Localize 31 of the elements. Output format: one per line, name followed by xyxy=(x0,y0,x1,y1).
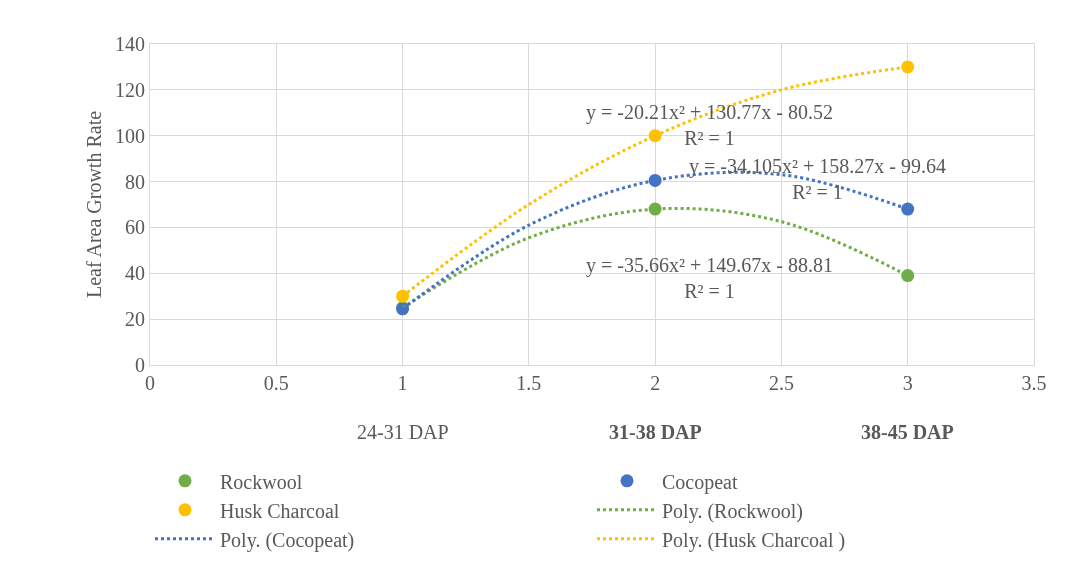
point xyxy=(901,60,915,74)
y-tick-label: 0 xyxy=(135,354,145,376)
y-axis-title: Leaf Area Growth Rate xyxy=(82,110,105,299)
x-tick-label: 0.5 xyxy=(263,372,289,394)
annotation: y = -35.66x² + 149.67x - 88.81 R² = 1 xyxy=(586,254,833,302)
y-tick-label: 20 xyxy=(125,308,145,331)
x-tick-label: 1.5 xyxy=(516,372,542,394)
point xyxy=(396,289,410,303)
y-tick-label: 120 xyxy=(115,78,145,101)
legend-label: Poly. (Rockwool) xyxy=(662,499,803,523)
text: 38-45 DAP xyxy=(861,421,954,443)
x-tick-label: 3.5 xyxy=(1021,372,1047,394)
y-tick-label: 100 xyxy=(115,124,145,147)
y-tick-label: 80 xyxy=(125,170,145,193)
legend-label: Rockwool xyxy=(220,470,303,493)
point xyxy=(901,202,915,216)
y-tick-label: 60 xyxy=(125,216,145,239)
x-tick-label: 1 xyxy=(397,372,408,394)
y-tick-label: 140 xyxy=(115,33,145,55)
x-tick-label: 2 xyxy=(650,372,661,394)
text: 31-38 DAP xyxy=(609,421,702,443)
x-tick-label: 2.5 xyxy=(768,372,794,394)
y-tick-label: 40 xyxy=(125,262,145,285)
x-tick-label: 3 xyxy=(902,372,913,394)
text: 24-31 DAP xyxy=(357,421,449,443)
point xyxy=(901,269,915,283)
legend-label: Poly. (Husk Charcoal ) xyxy=(662,528,846,552)
annotation: y = -34.105x² + 158.27x - 99.64 R² = 1 xyxy=(689,155,946,203)
legend-label: Cocopeat xyxy=(662,470,738,494)
legend-label: Husk Charcoal xyxy=(220,499,340,522)
legend-label: Poly. (Cocopeat) xyxy=(220,528,355,552)
